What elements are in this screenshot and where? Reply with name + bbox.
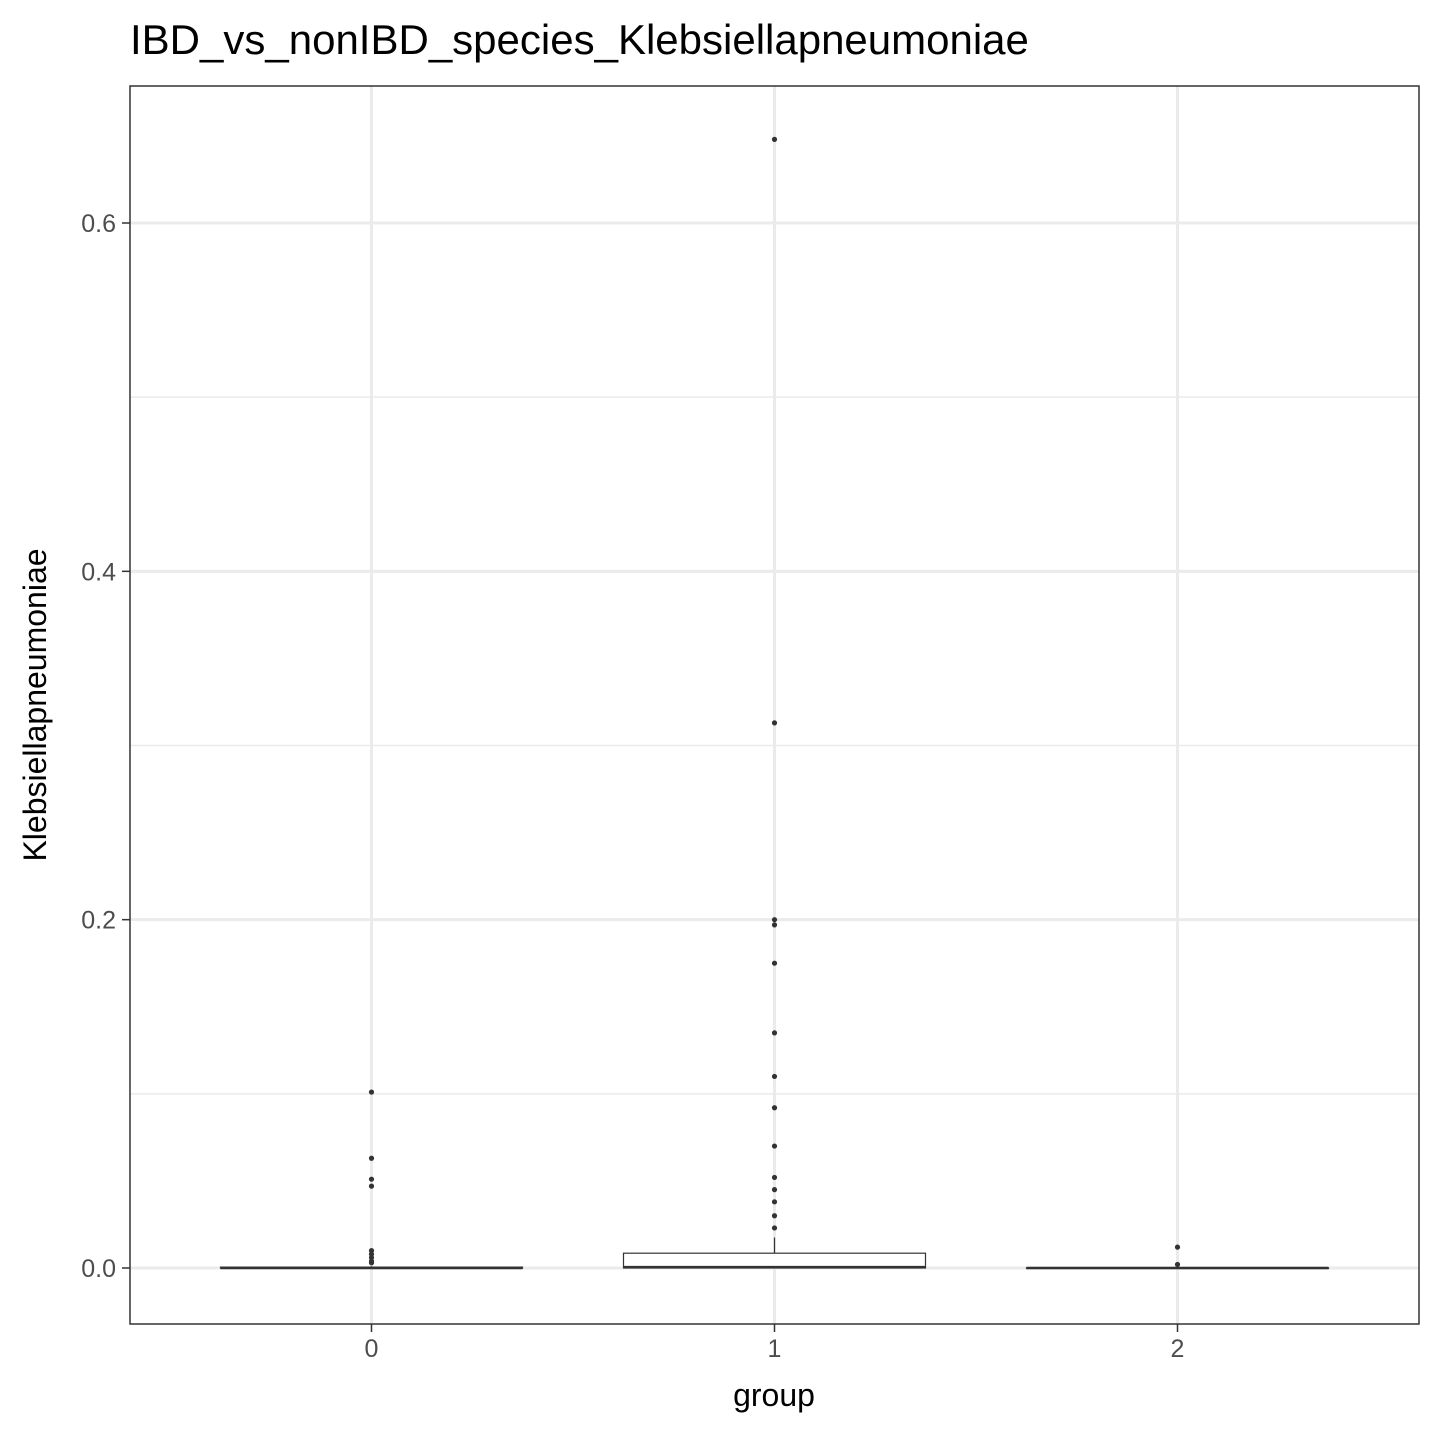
- outlier-point: [771, 1199, 778, 1205]
- outlier-point: [771, 917, 778, 923]
- x-tick-label: 1: [768, 1335, 782, 1363]
- x-tick-label: 2: [1171, 1335, 1185, 1363]
- outlier-point: [368, 1183, 375, 1189]
- y-tick-label: 0.4: [81, 558, 116, 586]
- outlier-point: [771, 1225, 778, 1231]
- outlier-point: [771, 136, 778, 142]
- y-tick-label: 0.6: [81, 210, 116, 238]
- outlier-point: [771, 1174, 778, 1181]
- grid-lines: [130, 86, 1419, 1324]
- boxes: [219, 136, 1330, 1270]
- axes: 0.0 0.2 0.4 0.6 0 1 2: [81, 210, 1184, 1363]
- chart-title: IBD_vs_nonIBD_species_Klebsiellapneumoni…: [130, 16, 1029, 63]
- y-tick-label: 0.2: [81, 907, 116, 935]
- outlier-point: [771, 960, 778, 966]
- outlier-point: [368, 1260, 375, 1266]
- y-axis-title: Klebsiellapneumoniae: [17, 548, 53, 861]
- outlier-point: [368, 1089, 375, 1095]
- outlier-point: [771, 1143, 778, 1149]
- outlier-point: [771, 1073, 778, 1080]
- box-group-2: [1025, 1244, 1330, 1270]
- outlier-point: [368, 1155, 375, 1161]
- outlier-point: [771, 1105, 778, 1111]
- outlier-point: [368, 1176, 375, 1182]
- outlier-point: [771, 1030, 778, 1036]
- outlier-point: [1174, 1261, 1181, 1268]
- box-group-1: [622, 136, 927, 1269]
- y-tick-label: 0.0: [81, 1255, 116, 1283]
- x-axis-title: group: [733, 1377, 815, 1413]
- box-iqr: [622, 1252, 927, 1269]
- box-group-0: [219, 1089, 524, 1270]
- x-tick-label: 0: [365, 1335, 379, 1363]
- outlier-point: [771, 1187, 778, 1193]
- outlier-point: [1174, 1244, 1181, 1250]
- outlier-point: [771, 720, 778, 726]
- outlier-point: [771, 1213, 778, 1219]
- outlier-point: [771, 922, 778, 928]
